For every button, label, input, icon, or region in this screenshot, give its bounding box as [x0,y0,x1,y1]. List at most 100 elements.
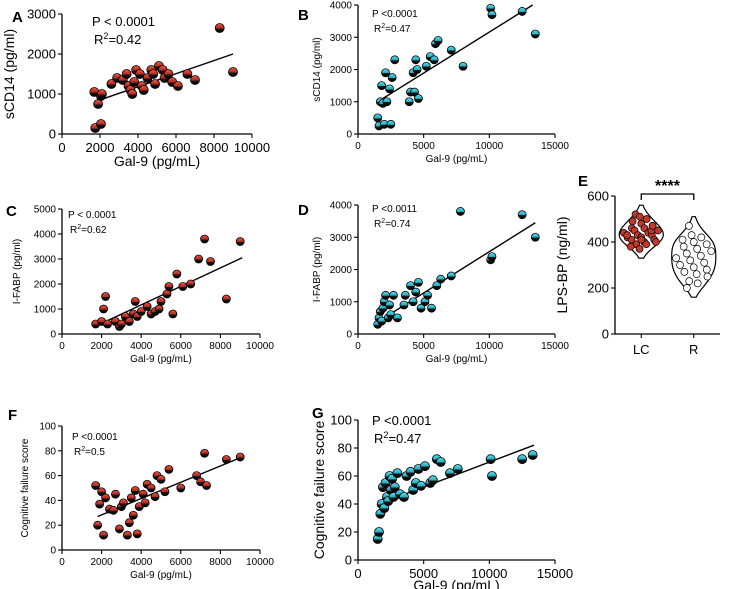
data-point [400,290,410,300]
data-point [118,498,128,508]
data-point [164,282,174,291]
data-point [150,492,160,502]
violin-point [685,222,693,230]
data-point [452,464,463,474]
data-point [146,483,156,493]
p-value-label: P <0.0001 [72,432,118,443]
y-tick-label: 4000 [34,230,57,241]
x-tick-label: 6000 [170,341,193,352]
x-tick-label: 2000 [90,557,113,568]
data-point [168,309,178,319]
data-point [389,290,398,300]
data-point [176,483,186,493]
panel-letter: E [578,173,588,190]
y-tick-label: 0 [345,553,352,568]
x-tick-label: 8000 [209,557,232,568]
data-point [154,304,164,314]
data-point [128,510,138,520]
data-point [172,269,182,279]
chart-panel-b: B 0 1000 2000 3000 4000 sCD14 (pg/ml) 0 5000 1000… [298,1,569,166]
y-tick-label: 40 [338,497,352,512]
violin-point [648,222,657,230]
data-point [186,279,196,289]
y-tick-label: 1000 [330,97,353,108]
r-squared-label: R2=0.42 [94,31,141,47]
data-point [126,493,136,503]
x-tick-label: 0 [59,557,65,568]
y-tick-label: 20 [45,521,57,532]
p-value-label: P <0.0001 [372,9,418,20]
data-point [399,492,409,502]
data-point [235,452,245,462]
data-point [429,55,439,65]
data-point [414,94,423,103]
x-tick-label: 4000 [124,140,153,155]
y-tick-label: 1000 [330,297,353,308]
data-point [156,474,166,484]
category-label-lc: LC [633,342,650,357]
data-point [138,85,149,95]
violin-point [623,231,631,239]
x-axis-label: Gal-9 (pg/mL) [413,577,499,589]
y-tick-label: 60 [338,469,352,484]
data-point [517,7,527,16]
data-point [487,252,497,262]
data-point [95,499,105,509]
data-point [420,461,430,472]
violin-point [692,270,701,279]
data-point [487,471,497,481]
y-tick-label: 40 [45,496,57,507]
x-tick-label: 6000 [170,557,193,568]
y-axis-label: sCD14 (pg/ml) [1,29,17,119]
panel-letter: C [6,203,17,220]
p-value-label: P <0.0001 [372,413,431,428]
data-point [399,300,409,310]
y-tick-label: 600 [587,189,609,204]
x-tick-label: 15000 [541,141,569,152]
data-point [124,518,134,528]
violin-point [678,235,687,244]
data-point [142,302,152,311]
violin-point [702,265,711,274]
x-tick-label: 15000 [537,566,573,581]
x-tick-label: 0 [58,140,65,155]
x-tick-label: 2000 [86,140,115,155]
data-point [172,81,183,91]
data-point [458,61,468,71]
data-point [374,527,384,537]
y-tick-label: 3000 [27,7,56,22]
y-tick-label: 5000 [34,205,57,216]
violin-point [693,245,702,253]
data-point [390,55,400,65]
violin-point [635,212,644,221]
data-point [228,67,238,77]
y-tick-label: 2000 [34,280,57,291]
violin-point [680,268,689,276]
data-point [435,457,446,467]
panel-letter: A [12,9,23,26]
violin-point [682,249,691,258]
x-tick-label: 10000 [475,341,503,352]
data-point [97,89,107,99]
violin-point [626,242,635,251]
x-tick-label: 4000 [130,557,153,568]
data-point [150,79,161,89]
y-tick-label: 2000 [27,47,56,62]
data-point [411,287,421,297]
panel-letter: D [298,202,309,219]
violin-point [707,247,716,256]
data-point [414,277,423,287]
violin-point [697,233,706,242]
y-tick-label: 2000 [330,65,353,76]
data-point [385,84,394,94]
p-value-label: P < 0.0001 [92,14,155,29]
r-squared-label: R2=0.74 [374,218,411,230]
violin-point [642,215,651,223]
data-point [433,36,443,45]
y-tick-label: 3000 [330,33,353,44]
x-tick-label: 10000 [475,141,503,152]
x-axis-label: Gal-9 (pg/mL) [130,570,192,581]
data-point [130,486,140,495]
data-point [427,303,436,313]
data-point [382,97,392,107]
